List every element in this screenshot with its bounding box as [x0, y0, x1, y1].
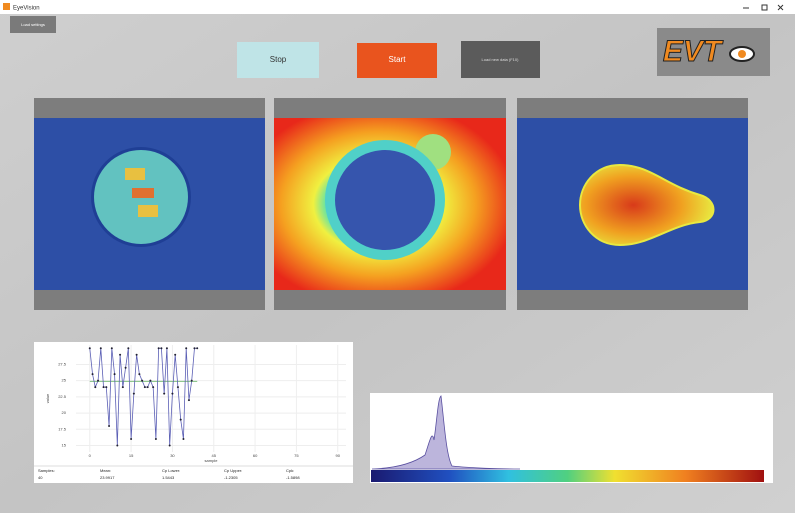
data-point	[100, 347, 102, 349]
stat-value: -1.2305	[224, 475, 238, 480]
stat-label: Cpk:	[286, 468, 294, 473]
data-point	[130, 438, 132, 440]
data-point	[171, 393, 173, 395]
image-shape	[125, 168, 145, 180]
settings-button-label: Load settings	[21, 22, 45, 27]
data-point	[116, 445, 118, 447]
stat-label: Samples:	[38, 468, 55, 473]
stat-label: Cp Lower:	[162, 468, 180, 473]
x-tick-label: 30	[170, 453, 175, 458]
data-point	[191, 380, 193, 382]
data-point	[138, 373, 140, 375]
data-point	[111, 347, 113, 349]
data-point	[163, 393, 165, 395]
load-button-label: Load new data (F10)	[482, 57, 520, 62]
data-point	[136, 354, 138, 356]
x-tick-label: 15	[129, 453, 134, 458]
stat-value: 40	[38, 475, 43, 480]
data-point	[166, 347, 168, 349]
image-shape	[335, 150, 435, 250]
data-point	[144, 386, 146, 388]
stat-label: Mean:	[100, 468, 111, 473]
stop-button-label: Stop	[270, 55, 287, 64]
data-point	[193, 347, 195, 349]
data-point	[174, 354, 176, 356]
window-title: EyeVision	[13, 6, 40, 12]
data-point	[114, 373, 116, 375]
data-point	[119, 354, 121, 356]
app-icon	[3, 3, 10, 10]
data-point	[133, 393, 135, 395]
logo: EVT	[663, 35, 724, 68]
data-point	[103, 386, 105, 388]
y-tick-label: 25	[62, 378, 67, 383]
x-tick-label: 60	[253, 453, 258, 458]
app-window: EyeVision Load settings Stop Start Load …	[0, 0, 795, 513]
data-point	[94, 386, 96, 388]
y-tick-label: 20	[62, 410, 67, 415]
y-tick-label: 17.5	[58, 426, 67, 431]
data-point	[185, 347, 187, 349]
x-tick-label: 75	[294, 453, 299, 458]
y-axis-label: value	[45, 393, 50, 403]
data-point	[147, 386, 149, 388]
data-point	[169, 445, 171, 447]
image-shape	[132, 188, 154, 198]
title-bar	[0, 0, 795, 14]
y-tick-label: 15	[62, 443, 67, 448]
data-point	[188, 399, 190, 401]
stat-value: 23.9917	[100, 475, 115, 480]
data-point	[180, 419, 182, 421]
data-point	[122, 386, 124, 388]
data-point	[127, 347, 129, 349]
y-tick-label: 22.5	[58, 394, 67, 399]
data-point	[97, 380, 99, 382]
logo-pupil	[738, 50, 746, 58]
stat-label: Cp Upper:	[224, 468, 242, 473]
data-point	[182, 438, 184, 440]
data-point	[196, 347, 198, 349]
y-tick-label: 27.5	[58, 362, 67, 367]
data-point	[108, 425, 110, 427]
data-point	[155, 438, 157, 440]
data-point	[149, 380, 151, 382]
data-point	[177, 386, 179, 388]
start-button-label: Start	[389, 55, 407, 64]
data-point	[160, 347, 162, 349]
data-point	[152, 386, 154, 388]
data-point	[105, 386, 107, 388]
colorbar	[371, 470, 764, 482]
x-axis-label: sample	[205, 458, 219, 463]
data-point	[141, 380, 143, 382]
stat-value: 1.5443	[162, 475, 175, 480]
data-point	[125, 367, 127, 369]
data-point	[158, 347, 160, 349]
image-shape	[138, 205, 158, 217]
data-point	[89, 347, 91, 349]
x-tick-label: 90	[336, 453, 341, 458]
data-point	[92, 373, 94, 375]
stat-value: -1.5898	[286, 475, 300, 480]
